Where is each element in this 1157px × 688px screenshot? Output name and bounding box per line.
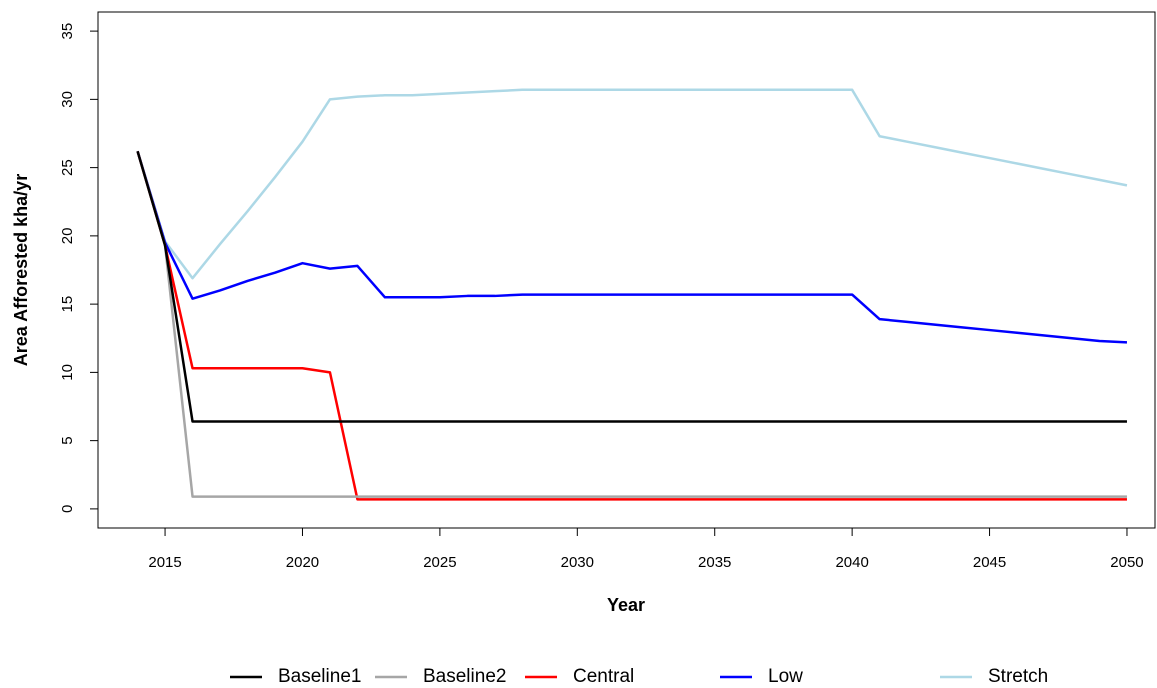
x-tick-label: 2030 <box>561 554 594 571</box>
legend-label: Baseline1 <box>278 666 361 687</box>
series-line <box>136 150 1127 423</box>
x-tick-label: 2040 <box>835 554 868 571</box>
legend-label: Low <box>768 666 803 687</box>
y-tick-label: 0 <box>59 505 76 513</box>
x-tick-label: 2025 <box>423 554 456 571</box>
series-line <box>136 88 1128 280</box>
y-tick-label: 10 <box>59 364 76 381</box>
series-line <box>136 150 1127 498</box>
y-axis-label: Area Afforested kha/yr <box>11 174 31 366</box>
x-tick-label: 2035 <box>698 554 731 571</box>
legend-label: Stretch <box>988 666 1048 687</box>
y-tick-label: 25 <box>59 159 76 176</box>
x-tick-label: 2050 <box>1110 554 1143 571</box>
legend-label: Central <box>573 666 634 687</box>
y-tick-label: 15 <box>59 296 76 313</box>
y-tick-label: 20 <box>59 228 76 245</box>
series-line <box>136 150 1128 344</box>
x-axis-label: Year <box>607 595 645 615</box>
legend-label: Baseline2 <box>423 666 506 687</box>
y-tick-label: 30 <box>59 91 76 108</box>
x-tick-label: 2020 <box>286 554 319 571</box>
y-tick-label: 5 <box>59 436 76 444</box>
x-tick-label: 2015 <box>148 554 181 571</box>
series-line <box>136 150 1127 501</box>
x-tick-label: 2045 <box>973 554 1006 571</box>
plot-box <box>97 11 1156 529</box>
y-tick-label: 35 <box>59 23 76 40</box>
